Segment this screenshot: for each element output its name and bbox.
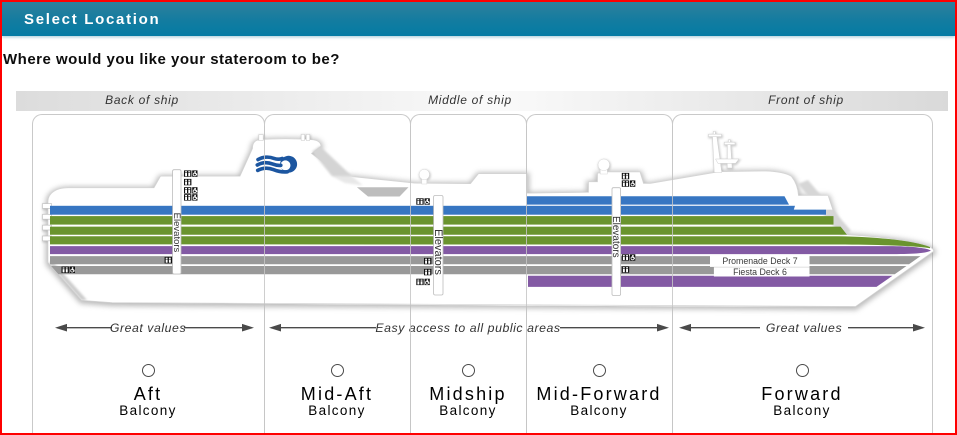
svg-text:Elevators: Elevators [432, 229, 444, 275]
svg-text:Elevators: Elevators [171, 213, 182, 253]
svg-text:Elevators: Elevators [610, 216, 621, 258]
svg-text:Great values: Great values [110, 321, 186, 335]
svg-text:Promenade Deck 7: Promenade Deck 7 [722, 256, 797, 266]
svg-text:Great values: Great values [766, 321, 842, 335]
svg-text:Easy access to all public area: Easy access to all public areas [375, 321, 560, 335]
svg-text:Fiesta Deck 6: Fiesta Deck 6 [733, 267, 787, 277]
